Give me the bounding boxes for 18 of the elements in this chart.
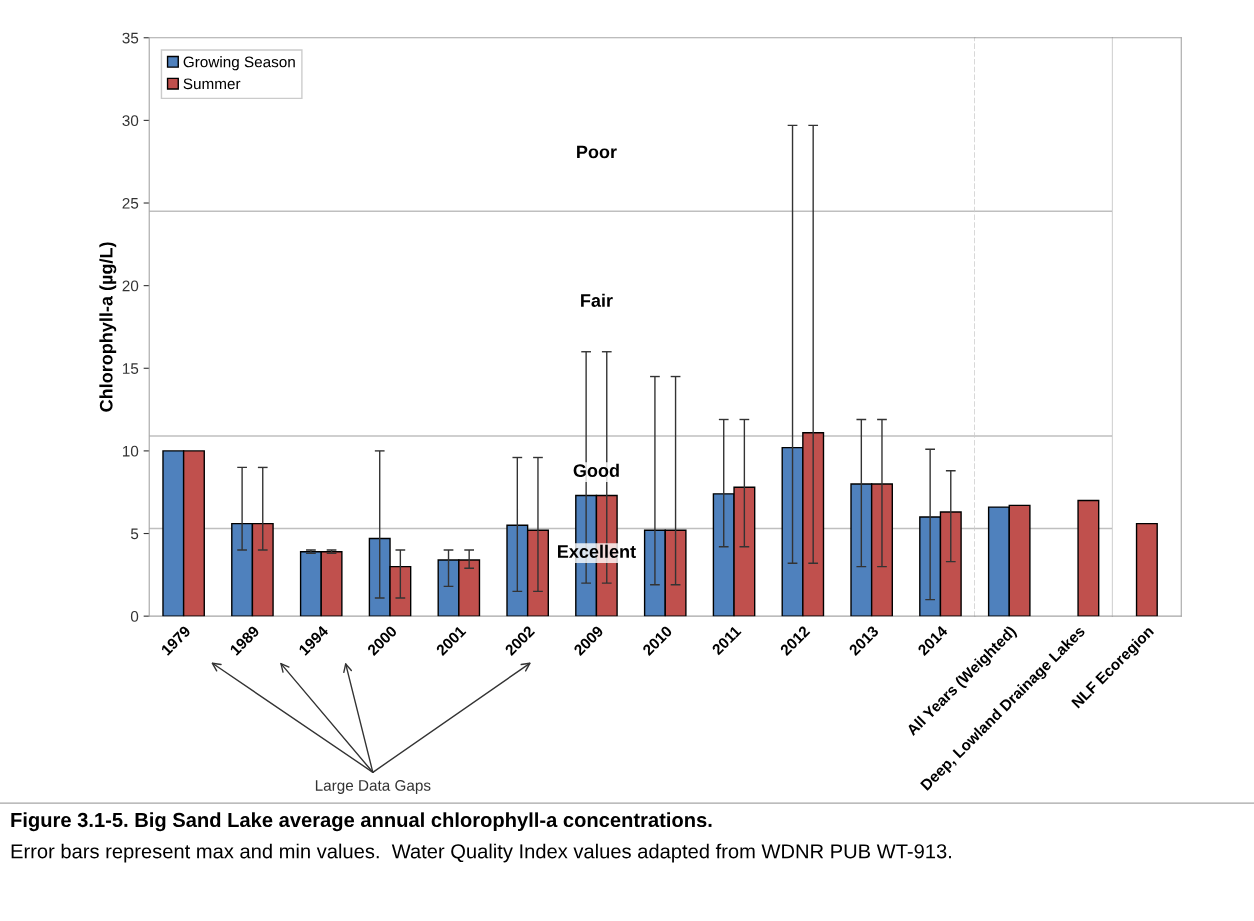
- y-tick-label: 0: [130, 611, 139, 622]
- annotation: Excellent: [558, 544, 636, 558]
- y-tick-label: 5: [130, 528, 139, 540]
- annotation: Good: [573, 463, 619, 477]
- y-tick-label: 15: [122, 363, 139, 374]
- annotation: Fair: [581, 293, 613, 307]
- text: Large Data Gaps: [315, 780, 431, 794]
- y-tick-label: 30: [122, 115, 139, 127]
- y-axis-title: Chlorophyll-a (µg/L): [99, 242, 117, 412]
- legend-label: Growing Season: [183, 56, 295, 71]
- legend-label: Summer: [183, 78, 241, 90]
- y-tick-label: 10: [122, 445, 139, 457]
- y-tick-label: 20: [122, 280, 139, 292]
- y-tick-label: 35: [122, 32, 139, 44]
- annotation: Poor: [577, 145, 617, 159]
- caption: Figure 3.1-5. Big Sand Lake average annual chlorophyll-a concentrations.: [11, 812, 712, 832]
- text: Error bars represent max and min values. Water Quality Index values adapted from WDNR PUB WT-913.: [11, 843, 951, 863]
- y-tick-label: 25: [122, 197, 139, 209]
